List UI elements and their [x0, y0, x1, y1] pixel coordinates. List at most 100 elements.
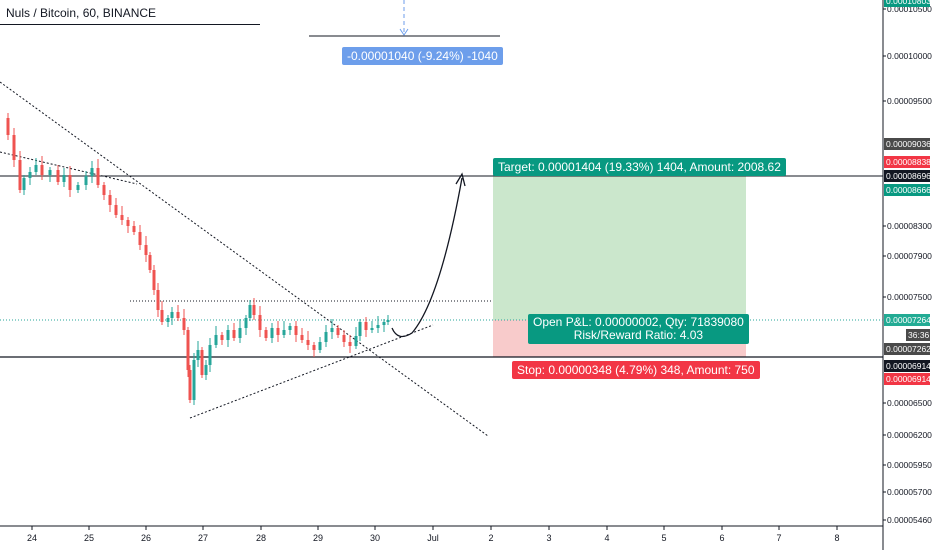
candle-body — [348, 342, 352, 346]
pnl-line-1: Open P&L: 0.00000002, Qty: 71839080 — [533, 315, 744, 329]
candle-body — [232, 330, 236, 338]
price-tick-label: 0.00005460 — [887, 515, 932, 525]
candle-body — [270, 328, 274, 338]
candle-body — [28, 172, 32, 178]
candle-body — [214, 335, 218, 345]
price-badge: 0.00008838 — [884, 156, 931, 168]
candle-body — [204, 365, 208, 375]
candle-body — [182, 318, 186, 330]
time-tick-label: 28 — [255, 533, 267, 543]
pnl-line-2: Risk/Reward Ratio: 4.03 — [573, 328, 704, 342]
candle-body — [336, 328, 340, 335]
price-tick-label: 0.00010000 — [887, 51, 932, 61]
candle-body — [138, 232, 142, 245]
time-tick-label: 26 — [140, 533, 152, 543]
price-badge: 0.00008696 — [884, 170, 931, 182]
stop-label[interactable]: Stop: 0.00000348 (4.79%) 348, Amount: 75… — [512, 361, 760, 379]
target-label[interactable]: Target: 0.00001404 (19.33%) 1404, Amount… — [493, 158, 786, 176]
candle-body — [6, 118, 10, 135]
pnl-label[interactable]: Open P&L: 0.00000002, Qty: 71839080 Risk… — [528, 314, 749, 344]
price-badge: 0.00009036 — [884, 138, 931, 150]
candle-body — [200, 350, 204, 375]
time-tick-label: 27 — [197, 533, 209, 543]
candle-body — [238, 328, 242, 338]
candle-body — [48, 170, 52, 175]
price-badge: 0.00007264 — [884, 314, 931, 326]
candle-body — [12, 135, 16, 160]
time-tick-label: 5 — [661, 533, 667, 543]
price-badge: 0.00010803 — [884, 0, 931, 7]
time-tick-label: 7 — [776, 533, 782, 543]
candle-body — [208, 345, 212, 365]
candle-body — [318, 342, 322, 350]
candle-body — [56, 170, 60, 182]
price-badge: 0.00007262 — [884, 343, 931, 355]
candle-body — [226, 330, 230, 340]
candle-body — [382, 322, 386, 325]
candle-body — [186, 330, 190, 370]
time-tick-label: Jul — [427, 533, 439, 543]
candle-body — [282, 330, 286, 335]
candle-body — [188, 370, 192, 400]
candle-body — [220, 335, 224, 340]
candle-body — [76, 185, 80, 190]
candle-body — [40, 165, 44, 175]
candle-body — [376, 325, 380, 328]
title-underline — [0, 24, 260, 25]
candle-body — [68, 175, 72, 190]
time-tick-label: 24 — [26, 533, 38, 543]
candle-body — [312, 345, 316, 350]
candle-body — [288, 326, 292, 330]
candle-body — [342, 335, 346, 342]
candle-body — [324, 332, 328, 342]
measure-label[interactable]: -0.00001040 (-9.24%) -1040 — [342, 47, 503, 65]
time-tick-label: 4 — [604, 533, 610, 543]
candle-body — [152, 270, 156, 290]
candle-body — [108, 195, 112, 205]
candle-body — [126, 220, 130, 226]
bar-countdown: 36:36 — [906, 329, 930, 341]
projection-path — [391, 177, 463, 338]
candle-body — [364, 322, 368, 330]
time-tick-label: 8 — [834, 533, 840, 543]
candle-body — [156, 290, 160, 310]
time-tick-label: 6 — [719, 533, 725, 543]
time-tick-label: 29 — [312, 533, 324, 543]
candle-body — [170, 312, 174, 318]
time-tick-label: 2 — [488, 533, 494, 543]
descending-trendline — [0, 81, 489, 437]
candle-body — [114, 205, 118, 215]
candle-body — [358, 322, 362, 336]
upper-trendline — [0, 151, 138, 185]
candle-body — [252, 305, 256, 315]
price-tick-label: 0.00007900 — [887, 251, 932, 261]
candle-body — [148, 255, 152, 270]
candle-body — [300, 335, 304, 340]
candle-body — [258, 315, 262, 330]
measure-arrowhead — [399, 28, 409, 36]
price-tick-label: 0.00005700 — [887, 487, 932, 497]
time-tick-label: 25 — [83, 533, 95, 543]
candle-body — [84, 176, 88, 185]
price-tick-label: 0.00008300 — [887, 221, 932, 231]
price-badge: 0.00006914 — [884, 360, 931, 372]
target-zone — [493, 176, 746, 320]
candle-body — [96, 168, 100, 185]
candle-body — [192, 360, 196, 400]
candle-body — [196, 350, 200, 360]
rising-trendline — [189, 324, 434, 419]
price-badge: 0.00006914 — [884, 373, 931, 385]
candle-body — [264, 330, 268, 338]
candle-body — [120, 215, 124, 220]
projection-arrowhead — [455, 172, 466, 187]
price-tick-label: 0.00007500 — [887, 292, 932, 302]
candle-body — [330, 328, 334, 332]
price-badge: 0.00008666 — [884, 184, 931, 196]
price-tick-label: 0.00009500 — [887, 96, 932, 106]
candle-body — [386, 320, 390, 322]
price-tick-label: 0.00005950 — [887, 460, 932, 470]
candle-body — [276, 328, 280, 335]
candle-body — [144, 245, 148, 255]
